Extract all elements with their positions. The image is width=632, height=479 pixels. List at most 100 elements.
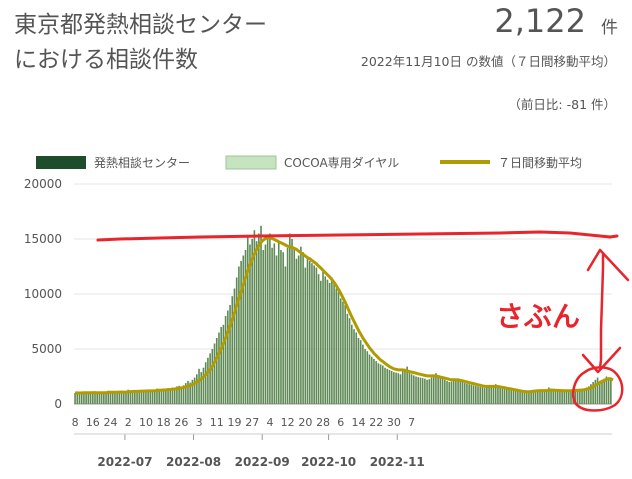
bar: [610, 379, 612, 404]
bar: [492, 385, 495, 404]
bar: [406, 366, 408, 404]
bar: [231, 296, 234, 404]
bar: [147, 391, 149, 404]
bar: [302, 252, 304, 404]
bar: [370, 356, 373, 404]
title-line-2: における相談件数: [14, 47, 198, 73]
bar: [91, 391, 94, 404]
bar: [215, 338, 218, 404]
bar: [255, 241, 258, 404]
bar: [534, 389, 537, 404]
bar: [149, 390, 152, 404]
bar: [375, 361, 377, 404]
bar: [129, 390, 132, 404]
x-day-tick-label: 27: [245, 416, 259, 429]
bar: [204, 362, 207, 404]
bar: [565, 391, 568, 404]
bar: [552, 389, 555, 404]
bar: [503, 388, 506, 404]
bar: [178, 385, 180, 404]
bar: [408, 372, 411, 404]
legend[interactable]: 発熱相談センター COCOA専用ダイヤル ７日間移動平均: [36, 155, 582, 170]
bar: [160, 389, 163, 404]
bar: [328, 283, 331, 404]
bar: [220, 327, 222, 404]
legend-label-moving-average: ７日間移動平均: [498, 156, 582, 170]
title-line-1: 東京都発熱相談センター: [14, 12, 267, 38]
bar: [242, 255, 245, 404]
bar: [448, 382, 451, 404]
bar: [335, 288, 338, 404]
bar: [585, 387, 588, 404]
bar: [368, 354, 371, 404]
bar: [222, 324, 225, 404]
bar: [517, 391, 519, 404]
bar: [322, 272, 324, 404]
x-day-tick-label: 26: [174, 416, 188, 429]
bar: [105, 392, 107, 404]
bar: [156, 388, 158, 404]
bar: [271, 247, 273, 404]
bar: [153, 390, 156, 404]
bar: [348, 318, 351, 404]
bar: [315, 267, 318, 404]
bar: [532, 390, 535, 404]
y-tick-label: 5000: [31, 342, 62, 356]
bar: [488, 386, 490, 404]
bar: [474, 385, 477, 404]
bar: [563, 391, 566, 404]
bar: [463, 383, 466, 404]
bar: [249, 244, 251, 404]
bar: [605, 376, 608, 404]
x-day-tick-label: 28: [316, 416, 330, 429]
bar: [167, 388, 169, 404]
x-day-tick-label: 2: [125, 416, 132, 429]
bar: [96, 393, 99, 404]
bar: [295, 258, 298, 404]
bar: [410, 374, 413, 404]
bar: [320, 280, 322, 404]
bar: [596, 377, 599, 404]
y-tick-label: 15000: [24, 232, 62, 246]
bar: [379, 364, 382, 404]
annotation-circle: [572, 366, 624, 412]
bar: [74, 393, 76, 404]
bar: [202, 367, 205, 404]
bar: [308, 261, 311, 404]
x-month-tick-label: 2022-07: [97, 455, 152, 469]
bar: [246, 236, 249, 404]
bar: [142, 391, 145, 404]
bar: [435, 373, 437, 404]
bar: [311, 263, 313, 404]
legend-label-cocoa: COCOA専用ダイヤル: [284, 155, 399, 170]
hand-annotation: さぶん: [96, 230, 630, 412]
bar: [304, 267, 307, 404]
bar: [253, 230, 256, 404]
bar: [355, 332, 358, 404]
bar: [559, 390, 561, 404]
bar: [468, 384, 470, 404]
bar: [138, 391, 141, 404]
bar: [384, 367, 386, 404]
bar: [109, 391, 112, 404]
y-axis: 20000 15000 10000 5000 0: [24, 177, 62, 411]
annotation-arrow-head-bottom: [581, 346, 622, 374]
bar: [125, 392, 127, 404]
x-day-tick-label: 30: [387, 416, 401, 429]
bar: [525, 393, 528, 404]
bar: [395, 372, 397, 404]
bar: [514, 390, 517, 404]
bar: [583, 388, 586, 404]
bar: [541, 391, 544, 404]
x-day-tick-label: 19: [228, 416, 242, 429]
bar: [554, 389, 557, 404]
bar: [218, 332, 220, 404]
bar: [388, 369, 391, 404]
bar: [260, 225, 262, 404]
moving-average-line: [75, 236, 614, 395]
bar: [76, 392, 79, 404]
x-day-tick-label: 18: [157, 416, 171, 429]
bar: [300, 246, 302, 404]
bar: [567, 390, 570, 404]
bar: [213, 343, 216, 404]
